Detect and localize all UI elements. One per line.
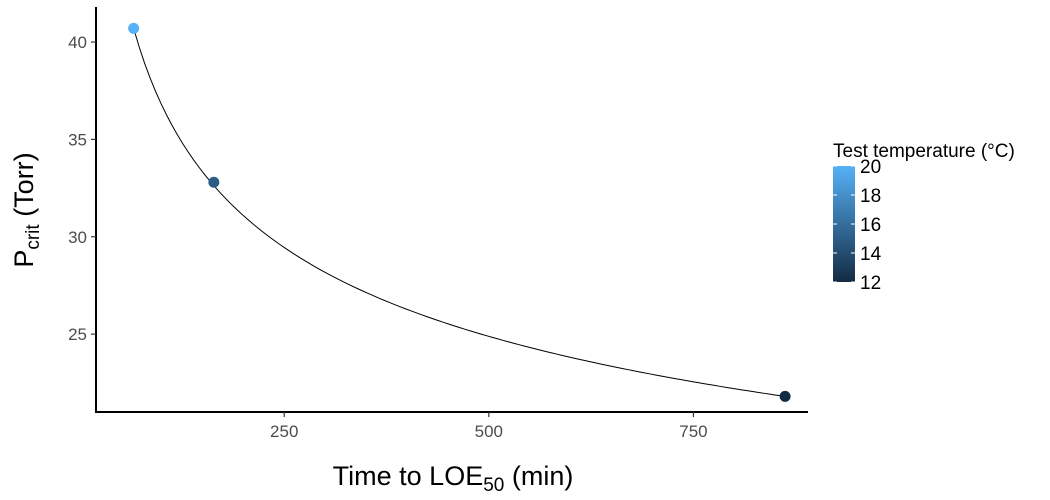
y-tick-label: 40 (68, 33, 87, 52)
x-tick-label: 500 (475, 422, 503, 441)
x-axis-title-main: Time to LOE (333, 461, 484, 491)
data-point (128, 22, 140, 34)
y-tick-label: 25 (68, 325, 87, 344)
y-tick-label: 35 (68, 130, 87, 149)
legend: Test temperature (°C) 20 18 16 14 12 (833, 141, 1015, 294)
legend-tick-label: 14 (860, 244, 882, 265)
fit-curve (133, 28, 786, 397)
y-axis-title: Pcrit (Torr) (9, 152, 44, 267)
legend-colorbar (833, 166, 855, 282)
x-axis-title-subscript: 50 (483, 475, 504, 496)
x-tick-label: 750 (679, 422, 707, 441)
legend-ticks: 20 18 16 14 12 (833, 157, 882, 294)
fit-curve-layer (133, 28, 786, 397)
x-axis-title-tail: (min) (504, 461, 573, 491)
y-axis-title-subscript: crit (23, 224, 44, 250)
legend-tick-label: 18 (860, 186, 881, 207)
y-tick-label: 30 (68, 228, 87, 247)
legend-tick-label: 20 (860, 157, 881, 178)
points-layer (128, 22, 791, 402)
x-tick-label: 250 (270, 422, 298, 441)
legend-title: Test temperature (°C) (833, 141, 1015, 162)
y-axis-title-main: P (9, 250, 39, 268)
legend-tick-label: 12 (860, 273, 881, 294)
y-axis-title-tail: (Torr) (9, 152, 39, 224)
legend-tick-label: 16 (860, 215, 881, 236)
x-axis-title: Time to LOE50 (min) (333, 461, 574, 496)
data-point (779, 390, 791, 402)
data-point (208, 176, 220, 188)
axes-layer: 250 500 750 25 30 35 40 (68, 7, 808, 441)
